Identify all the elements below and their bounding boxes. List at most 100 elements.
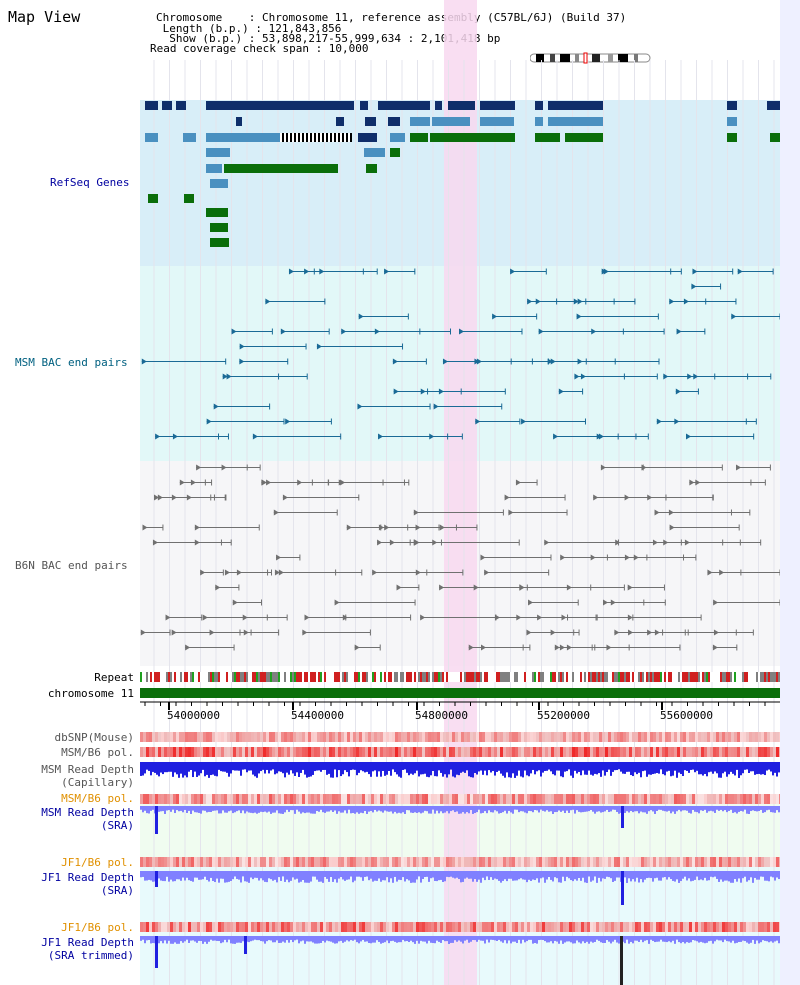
jf1-sra-depth-bar [472,871,474,882]
jf1-pol2-cell [362,922,365,932]
jf1-pol-cell [575,857,578,867]
jf1-pol2-cell [758,922,761,932]
jf1-pol-cell [218,857,221,867]
jf1-sra-depth-bar [606,871,608,877]
jf1-pol-cell [317,857,320,867]
jf1-sra-depth-bar [600,871,602,882]
jf1-pol2-cell [353,922,356,932]
dbsnp-cell [260,732,263,742]
dbsnp-cell [662,732,665,742]
jf1-sra-depth-bar [384,871,386,881]
jf1-trim-depth-bar [496,936,498,941]
msm-b6-pol-label[interactable]: MSM/B6 pol. [61,746,134,759]
msm-pol-cell [629,747,632,757]
jf1-sra-depth-bar [360,871,362,878]
repeat-element [738,672,740,682]
jf1-pol2-cell [425,922,428,932]
msm-pol2-cell [377,794,380,804]
jf1-pol-cell [398,857,401,867]
jf1-sra-depth-bar [650,871,652,879]
jf1-pol-cell [344,857,347,867]
msm-pol-cell [188,747,191,757]
msm-sra-depth-bar [254,806,256,813]
dbsnp-cell [290,732,293,742]
msm-depth-sra-label-1[interactable]: MSM Read Depth [41,806,134,819]
msm-depth-cap-label-1[interactable]: MSM Read Depth [41,763,134,776]
msm-cap-depth-bar [432,762,434,771]
msm-pol-cell [599,747,602,757]
dbsnp-cell [338,732,341,742]
jf1-trim-depth-bar [652,936,654,941]
msm-cap-depth-bar [280,762,282,772]
msm-sra-depth-bar [406,806,408,811]
jf1-pol2-cell [665,922,668,932]
jf1-b6-pol-label[interactable]: JF1/B6 pol. [61,856,134,869]
msm-bac-label[interactable]: MSM BAC end pairs [15,356,128,369]
msm-sra-depth-bar [544,806,546,812]
dbsnp-label[interactable]: dbSNP(Mouse) [54,731,134,744]
msm-pol-cell [437,747,440,757]
jf1-sra-depth-bar [430,871,432,879]
jf1-trim-depth-bar [306,936,308,942]
dbsnp-cell [764,732,767,742]
b6n-end-marker [194,524,200,531]
jf1-trim-depth-bar [214,936,216,941]
msm-cap-depth-bar [520,762,522,777]
msm-pol-cell [290,747,293,757]
repeat-element [682,672,684,682]
jf1-trim-depth-bar [664,936,666,942]
chromosome-ideogram[interactable] [530,52,652,64]
msm-sra-depth-bar [496,806,498,812]
msm-sra-depth-bar [488,806,490,811]
repeat-element [572,672,574,682]
jf1-sra-depth-bar [588,871,590,877]
gene-block [535,101,543,110]
jf1-sra-depth-bar [400,871,402,881]
repeat-element [584,672,586,682]
msm-cap-depth-bar [406,762,408,773]
gene-block [366,164,377,173]
repeat-element [586,672,588,682]
jf1-trim-depth-bar [204,936,206,942]
jf1-b6-pol2-label[interactable]: JF1/B6 pol. [61,921,134,934]
jf1-trim-depth-bar [504,936,506,941]
jf1-sra-depth-bar [140,871,142,878]
jf1-pol2-cell [365,922,368,932]
b6n-bac-label[interactable]: B6N BAC end pairs [15,559,128,572]
jf1-pol-cell [404,857,407,867]
jf1-trim-depth-bar [174,936,176,943]
dbsnp-cell [332,732,335,742]
msm-cap-depth-bar [398,762,400,777]
jf1-sra-depth-bar [290,871,292,881]
msm-pol-cell [194,747,197,757]
msm-sra-depth-bar [684,806,686,811]
jf1-pol-cell [737,857,740,867]
jf1-depth-sra-label-1[interactable]: JF1 Read Depth [41,871,134,884]
jf1-pol-cell [671,857,674,867]
jf1-sra-depth-bar [492,871,494,880]
jf1-trim-depth-bar [320,936,322,943]
jf1-sra-depth-bar [394,871,396,877]
msm-cap-depth-bar [226,762,228,773]
msm-cap-depth-bar [288,762,290,775]
jf1-trim-depth-bar [598,936,600,941]
repeat-element [424,672,426,682]
vertical-scrollbar[interactable] [780,0,800,985]
msm-pol-cell [329,747,332,757]
jf1-sra-depth-bar [276,871,278,883]
jf1-depth-trim-label-1[interactable]: JF1 Read Depth [41,936,134,949]
jf1-sra-depth-bar [670,871,672,879]
jf1-trim-depth-bar [228,936,230,940]
jf1-pol-cell [473,857,476,867]
jf1-pol-cell [149,857,152,867]
gene-block [184,194,194,203]
jf1-pol-cell [431,857,434,867]
msm-sra-depth-bar [712,806,714,812]
msm-cap-depth-bar [318,762,320,771]
jf1-pol2-cell [152,922,155,932]
jf1-sra-depth-bar [310,871,312,882]
jf1-trim-depth-bar [744,936,746,942]
refseq-genes-label[interactable]: RefSeq Genes [50,176,130,189]
msm-b6-pol2-label[interactable]: MSM/B6 pol. [61,792,134,805]
